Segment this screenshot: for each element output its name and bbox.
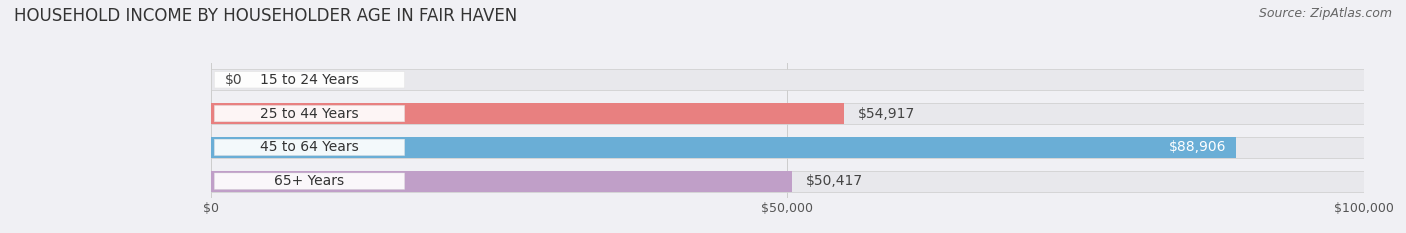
Bar <box>211 103 844 124</box>
Bar <box>211 103 1364 124</box>
Bar <box>211 137 1236 158</box>
Bar <box>211 171 1364 192</box>
Text: Source: ZipAtlas.com: Source: ZipAtlas.com <box>1258 7 1392 20</box>
Text: HOUSEHOLD INCOME BY HOUSEHOLDER AGE IN FAIR HAVEN: HOUSEHOLD INCOME BY HOUSEHOLDER AGE IN F… <box>14 7 517 25</box>
Text: 25 to 44 Years: 25 to 44 Years <box>260 106 359 121</box>
Bar <box>211 69 1364 90</box>
Text: $50,417: $50,417 <box>806 174 863 188</box>
FancyBboxPatch shape <box>214 105 405 122</box>
FancyBboxPatch shape <box>214 72 405 88</box>
Text: $54,917: $54,917 <box>858 106 915 121</box>
Bar <box>211 137 1364 158</box>
Text: $0: $0 <box>225 73 242 87</box>
FancyBboxPatch shape <box>214 139 405 156</box>
Text: 15 to 24 Years: 15 to 24 Years <box>260 73 359 87</box>
Text: 45 to 64 Years: 45 to 64 Years <box>260 140 359 154</box>
Bar <box>211 171 792 192</box>
Text: 65+ Years: 65+ Years <box>274 174 344 188</box>
Text: $88,906: $88,906 <box>1170 140 1226 154</box>
FancyBboxPatch shape <box>214 173 405 189</box>
